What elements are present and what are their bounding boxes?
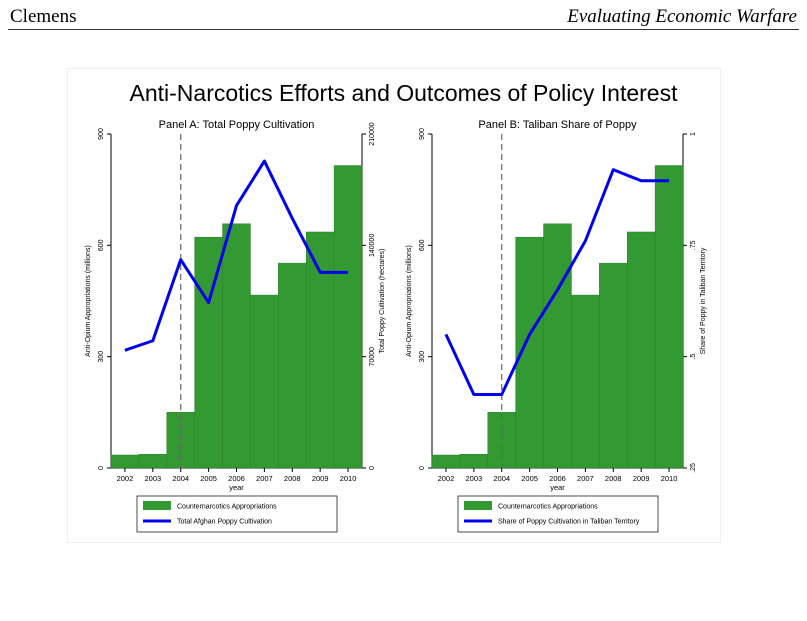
panel-b-x-tick-label: 2002	[438, 474, 455, 483]
panel-b-bar-2006	[543, 223, 572, 469]
panel-b-chart: Panel B: Taliban Share of Poppy 0 300 600 90…	[406, 119, 707, 533]
panel-a-bar-2009	[305, 231, 335, 469]
panel-a-x-tick-label: 2004	[172, 474, 189, 483]
panel-b-line-series	[444, 168, 670, 397]
panel-a-x-tick-label: 2006	[228, 474, 245, 483]
panel-a-bar-2008	[278, 262, 307, 469]
panel-b-left-tick-label: 0	[419, 466, 426, 470]
panel-b-right-tick-label: .75	[690, 240, 697, 250]
panel-a-left-tick-label: 600	[98, 239, 105, 251]
panel-a-right-tick-label: 70000	[369, 347, 376, 367]
panel-b-y2-axis-label: Share of Poppy in Taliban Territory	[700, 247, 707, 354]
panel-b-left-tick-label: 300	[419, 351, 426, 363]
panel-a-right-tick-label: 140000	[369, 234, 376, 257]
panel-b-x-axis-label: year	[550, 483, 565, 492]
panel-a-bar-2003	[138, 454, 168, 469]
running-head-title: Evaluating Economic Warfare	[567, 6, 797, 27]
panel-a-y2-axis-label: Total Poppy Cultivation (hectares)	[379, 249, 386, 354]
panel-a-x-tick-label: 2009	[312, 474, 329, 483]
running-head-author: Clemens	[10, 6, 77, 27]
panel-b-legend-bar-swatch	[464, 501, 492, 510]
panel-b-legend-line-label: Share of Poppy Cultivation in Taliban Te…	[498, 519, 640, 526]
panel-a-x-tick-label: 2010	[340, 474, 357, 483]
panel-b-left-tick-label: 900	[419, 128, 426, 140]
panel-b-x-tick-label: 2007	[577, 474, 594, 483]
panel-b-right-tick-label: .25	[690, 463, 697, 473]
panel-b-x-tick-label: 2008	[605, 474, 622, 483]
panel-a-x-tick-label: 2007	[256, 474, 273, 483]
panel-a-bar-2007	[250, 294, 279, 469]
panel-a-x-tick-label: 2002	[117, 474, 134, 483]
running-head: Clemens Evaluating Economic Warfare	[10, 6, 797, 28]
panel-a-left-tick-label: 900	[98, 128, 105, 140]
panel-b-bar-2002	[431, 454, 461, 469]
panel-a-right-tick-label: 210000	[369, 122, 376, 145]
panel-a-left-tick-label: 300	[98, 351, 105, 363]
panel-a-left-tick-label: 0	[98, 466, 105, 470]
panel-a-bar-2006	[222, 223, 251, 469]
panel-a-title: Panel A: Total Poppy Cultivation	[159, 119, 315, 131]
panel-a-y-axis-label: Anti-Opium Appropriations (millions)	[85, 245, 92, 357]
panel-b-y-axis-label: Anti-Opium Appropriations (millions)	[406, 245, 413, 357]
panel-b-right-tick-label: .5	[690, 354, 697, 360]
panel-a-x-tick-label: 2003	[144, 474, 161, 483]
panel-b-bar-2007	[571, 294, 600, 469]
figure-title: Anti-Narcotics Efforts and Outcomes of P…	[129, 80, 678, 106]
header-rule	[8, 29, 799, 30]
panel-b-legend-bar-label: Counternarcotics Appropriations	[498, 504, 598, 511]
panel-b-x-tick-label: 2004	[493, 474, 510, 483]
panel-b-bar-2003	[459, 454, 489, 469]
panel-b-x-tick-label: 2006	[549, 474, 566, 483]
panel-a-chart: Panel A: Total Poppy Cultivation 0 300 600 9…	[85, 119, 386, 533]
panel-a-legend-bar-swatch	[143, 501, 171, 510]
panel-b-bar-2010	[654, 165, 684, 469]
panel-b-x-tick-label: 2010	[661, 474, 678, 483]
panel-a-line-series	[124, 159, 349, 352]
panel-b-x-tick-label: 2009	[633, 474, 650, 483]
panel-a-x-axis-label: year	[229, 483, 244, 492]
panel-b-x-tick-label: 2003	[465, 474, 482, 483]
panel-b-x-tick-label: 2005	[521, 474, 538, 483]
panel-a-x-tick-label: 2005	[200, 474, 217, 483]
panel-b-title: Panel B: Taliban Share of Poppy	[478, 119, 637, 131]
panel-a-legend-line-label: Total Afghan Poppy Cultivation	[177, 519, 272, 526]
panel-b-left-tick-label: 600	[419, 239, 426, 251]
panel-b-bar-2009	[626, 231, 656, 469]
panel-a-legend-bar-label: Counternarcotics Appropriations	[177, 504, 277, 511]
panel-b-right-tick-label: 1	[690, 132, 697, 136]
panel-b-bar-2008	[599, 262, 628, 469]
panel-a-bar-2002	[110, 454, 140, 469]
panel-a-x-tick-label: 2008	[284, 474, 301, 483]
panel-a-right-tick-label: 0	[369, 466, 376, 470]
panel-a-bar-2010	[333, 165, 363, 469]
